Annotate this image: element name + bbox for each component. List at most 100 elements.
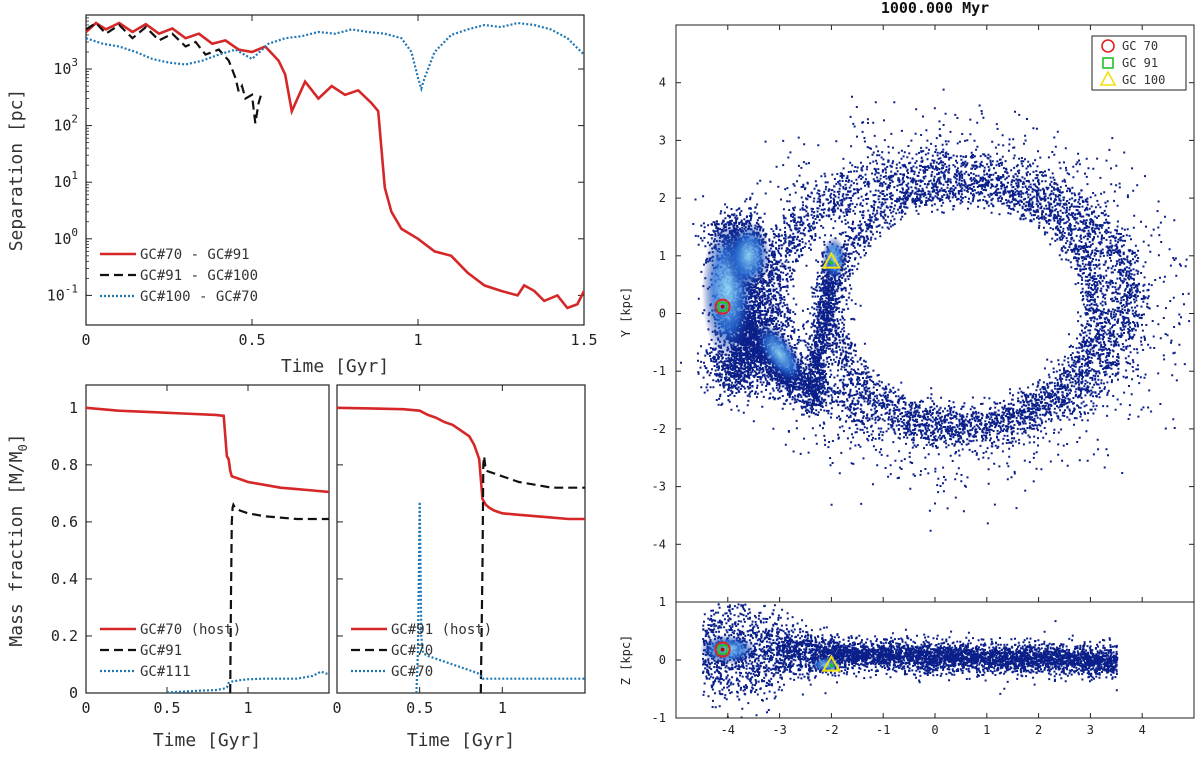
y-tick-base: 10 (53, 173, 71, 191)
gc70-center (720, 647, 725, 652)
xy-legend: GC 70 GC 91 GC 100 (1091, 35, 1187, 91)
gc91-marker (717, 644, 728, 655)
density-core (755, 323, 805, 385)
y-tick-label: 102 (53, 113, 78, 135)
series-line-3 (415, 501, 585, 693)
separation-frame (85, 14, 585, 326)
y-tick-label: 0.4 (51, 570, 78, 588)
x-tick-label: 1 (243, 699, 252, 717)
y-tick-label: 1 (659, 249, 666, 263)
x-tick-label: 4 (1139, 723, 1146, 737)
mass-left-series (86, 406, 329, 693)
y-tick-base: 10 (53, 117, 71, 135)
mass-right-xlabel: Time [Gyr] (407, 730, 515, 751)
y-tick-label: -1 (652, 364, 666, 378)
y-tick-label: -4 (652, 537, 666, 551)
y-tick-exp: -1 (65, 282, 78, 295)
separation-legend: GC#70 - GC#91 GC#91 - GC#100 GC#100 - GC#7… (100, 247, 258, 305)
gc100-marker (821, 251, 842, 269)
x-tick-label: 2 (1035, 723, 1042, 737)
series-line-2 (479, 456, 585, 693)
legend-label: GC#70 - GC#91 (140, 247, 250, 263)
y-tick-label: -2 (652, 422, 666, 436)
x-tick-label: 0.5 (238, 331, 265, 349)
y-tick-base: 10 (53, 230, 71, 248)
separation-ylabel: Separation [pc] (6, 89, 27, 252)
separation-xlabel: Time [Gyr] (281, 356, 389, 377)
x-tick-label: 1 (498, 699, 507, 717)
y-tick-exp: 0 (71, 226, 78, 239)
y-tick-label: 0 (659, 653, 666, 667)
gc100-center (829, 663, 834, 668)
y-tick-label: 0 (659, 307, 666, 321)
y-tick-label: 0.6 (51, 513, 78, 531)
legend-label: GC#100 - GC#70 (140, 289, 258, 305)
xy-title: 1000.000 Myr (881, 0, 989, 17)
x-tick-label: 1 (983, 723, 990, 737)
legend-label: GC#70 (391, 643, 433, 659)
x-tick-label: 0 (81, 331, 90, 349)
y-tick-label: 101 (53, 169, 78, 191)
series-line-2 (86, 21, 264, 124)
mass-right-series (337, 406, 585, 693)
series-line-1 (86, 21, 584, 310)
x-tick-label: 0 (81, 699, 90, 717)
xz-panel: -4 -3 -2 -1 0 1 2 3 4 -1 0 1 Z [kpc] (619, 25, 1195, 737)
y-tick-exp: 2 (71, 113, 78, 126)
legend-label: GC#91 (host) (391, 622, 492, 638)
gc70-marker (714, 298, 731, 315)
series-line-2 (229, 501, 329, 693)
legend-gc70-symbol (1101, 39, 1115, 53)
mass-left-ticks: 0 0.5 1 0 0.2 0.4 0.6 0.8 1 (51, 385, 253, 717)
x-tick-label: 0 (332, 699, 341, 717)
xz-ylabel: Z [kpc] (619, 635, 633, 686)
xz-particles (702, 603, 1119, 719)
x-tick-label: 1 (413, 331, 422, 349)
xy-legend-label: GC 100 (1122, 73, 1165, 87)
mass-left-xlabel: Time [Gyr] (153, 730, 261, 751)
y-tick-label: 3 (659, 133, 666, 147)
xz-ticks: -4 -3 -2 -1 0 1 2 3 4 -1 0 1 (652, 25, 1146, 737)
x-tick-label: 0.5 (406, 699, 433, 717)
xy-legend-label: GC 70 (1122, 39, 1158, 53)
y-tick-label: 4 (659, 76, 666, 90)
mass-left-panel: 0 0.5 1 0 0.2 0.4 0.6 0.8 1 Time [Gyr] Mass frac… (6, 384, 330, 751)
x-tick-label: -1 (876, 723, 890, 737)
y-tick-exp: 3 (71, 56, 78, 69)
y-tick-label: 103 (53, 56, 78, 78)
legend-label: GC#70 (391, 664, 433, 680)
y-tick-exp: 1 (71, 169, 78, 182)
xz-markers (714, 641, 842, 672)
xy-particles (680, 88, 1191, 532)
xy-legend-label: GC 91 (1122, 56, 1158, 70)
y-tick-label: 1 (659, 595, 666, 609)
y-tick-label: 0.8 (51, 456, 78, 474)
y-tick-label: -3 (652, 480, 666, 494)
x-tick-label: 0.5 (153, 699, 180, 717)
x-tick-label: -2 (824, 723, 838, 737)
y-tick-label: 100 (53, 226, 78, 248)
legend-label: GC#91 - GC#100 (140, 268, 258, 284)
mass-right-ticks: 0 0.5 1 (332, 385, 507, 717)
y-tick-label: -1 (652, 711, 666, 725)
density-core (699, 634, 756, 665)
y-tick-label: 0 (69, 684, 78, 702)
xz-density-map (699, 603, 1119, 719)
mass-left-frame (85, 384, 330, 694)
x-tick-label: 1.5 (570, 331, 597, 349)
mass-left-ylabel: Mass fraction [M/M0] (6, 433, 30, 646)
legend-gc100-symbol (1099, 70, 1117, 86)
xy-ylabel: Y [kpc] (619, 287, 633, 338)
mass-left-legend: GC#70 (host) GC#91 GC#111 (100, 622, 241, 680)
gc70-center (720, 304, 725, 309)
y-tick-label: 10-1 (47, 282, 78, 304)
gc100-center (829, 260, 834, 265)
series-line-1 (337, 406, 585, 521)
separation-series (86, 21, 584, 310)
xy-markers (714, 251, 842, 315)
legend-gc91-symbol (1102, 57, 1114, 69)
xy-legend-box (1091, 35, 1187, 91)
